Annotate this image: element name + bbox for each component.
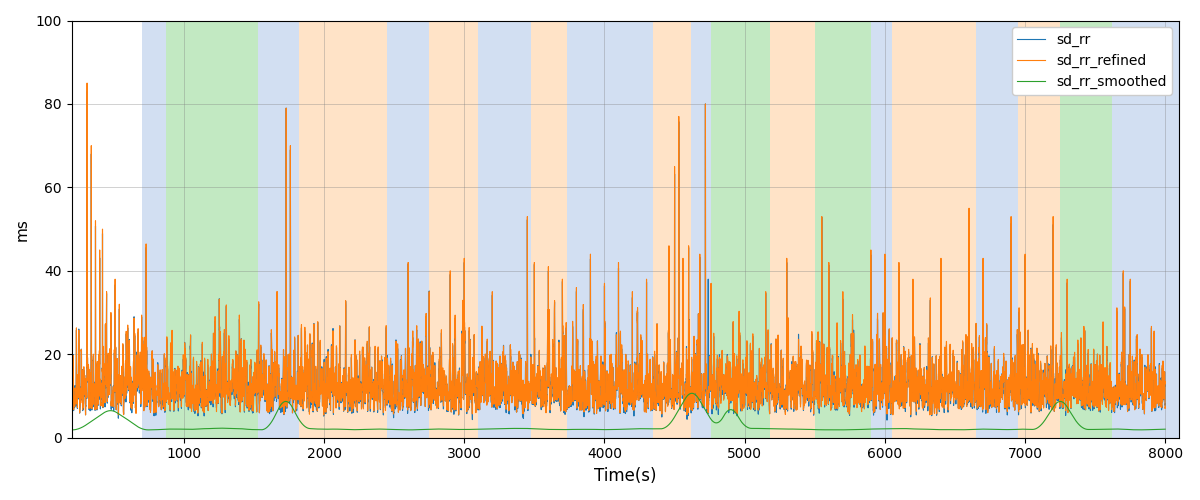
sd_rr bbox=[613, 386, 628, 392]
Bar bbox=[479, 20, 532, 438]
sd_rr_refined bbox=[858, 343, 872, 349]
Bar bbox=[654, 20, 691, 438]
sd_rr_refined bbox=[317, 412, 331, 418]
sd_rr_smoothed bbox=[520, 426, 534, 432]
sd_rr bbox=[858, 381, 872, 387]
sd_rr bbox=[240, 376, 254, 382]
sd_rr bbox=[80, 88, 95, 94]
sd_rr bbox=[162, 398, 176, 404]
Bar bbox=[258, 20, 299, 438]
Bar bbox=[976, 20, 1018, 438]
Bar bbox=[1018, 20, 1060, 438]
Bar bbox=[710, 20, 770, 438]
sd_rr_smoothed bbox=[239, 426, 253, 432]
Bar bbox=[388, 20, 430, 438]
sd_rr_refined bbox=[1158, 404, 1172, 410]
Bar bbox=[299, 20, 388, 438]
Bar bbox=[691, 20, 710, 438]
Line: sd_rr_refined: sd_rr_refined bbox=[72, 83, 1165, 415]
Line: sd_rr_smoothed: sd_rr_smoothed bbox=[72, 394, 1165, 430]
Bar bbox=[532, 20, 566, 438]
sd_rr_smoothed bbox=[775, 426, 790, 432]
sd_rr_refined bbox=[65, 370, 79, 376]
Line: sd_rr: sd_rr bbox=[72, 92, 1165, 420]
Bar bbox=[871, 20, 892, 438]
Bar bbox=[770, 20, 815, 438]
Bar bbox=[566, 20, 654, 438]
sd_rr_smoothed bbox=[613, 426, 628, 432]
X-axis label: Time(s): Time(s) bbox=[594, 467, 656, 485]
sd_rr bbox=[520, 370, 534, 376]
sd_rr bbox=[65, 370, 79, 376]
Bar bbox=[430, 20, 479, 438]
Y-axis label: ms: ms bbox=[16, 218, 30, 240]
sd_rr_refined bbox=[614, 378, 629, 384]
Bar bbox=[166, 20, 258, 438]
sd_rr bbox=[775, 389, 790, 395]
sd_rr bbox=[1158, 401, 1172, 407]
Bar bbox=[1112, 20, 1180, 438]
sd_rr_smoothed bbox=[685, 390, 700, 396]
Legend: sd_rr, sd_rr_refined, sd_rr_smoothed: sd_rr, sd_rr_refined, sd_rr_smoothed bbox=[1012, 28, 1172, 95]
sd_rr_refined bbox=[240, 374, 254, 380]
Bar bbox=[892, 20, 976, 438]
sd_rr_smoothed bbox=[161, 426, 175, 432]
sd_rr_smoothed bbox=[65, 427, 79, 433]
sd_rr_refined bbox=[775, 382, 790, 388]
Bar bbox=[1060, 20, 1112, 438]
sd_rr_smoothed bbox=[1158, 426, 1172, 432]
Bar bbox=[142, 20, 166, 438]
sd_rr_refined bbox=[162, 396, 176, 402]
Bar bbox=[815, 20, 871, 438]
sd_rr_smoothed bbox=[858, 426, 872, 432]
sd_rr bbox=[880, 417, 894, 423]
sd_rr_refined bbox=[520, 214, 534, 220]
sd_rr_refined bbox=[80, 80, 95, 86]
